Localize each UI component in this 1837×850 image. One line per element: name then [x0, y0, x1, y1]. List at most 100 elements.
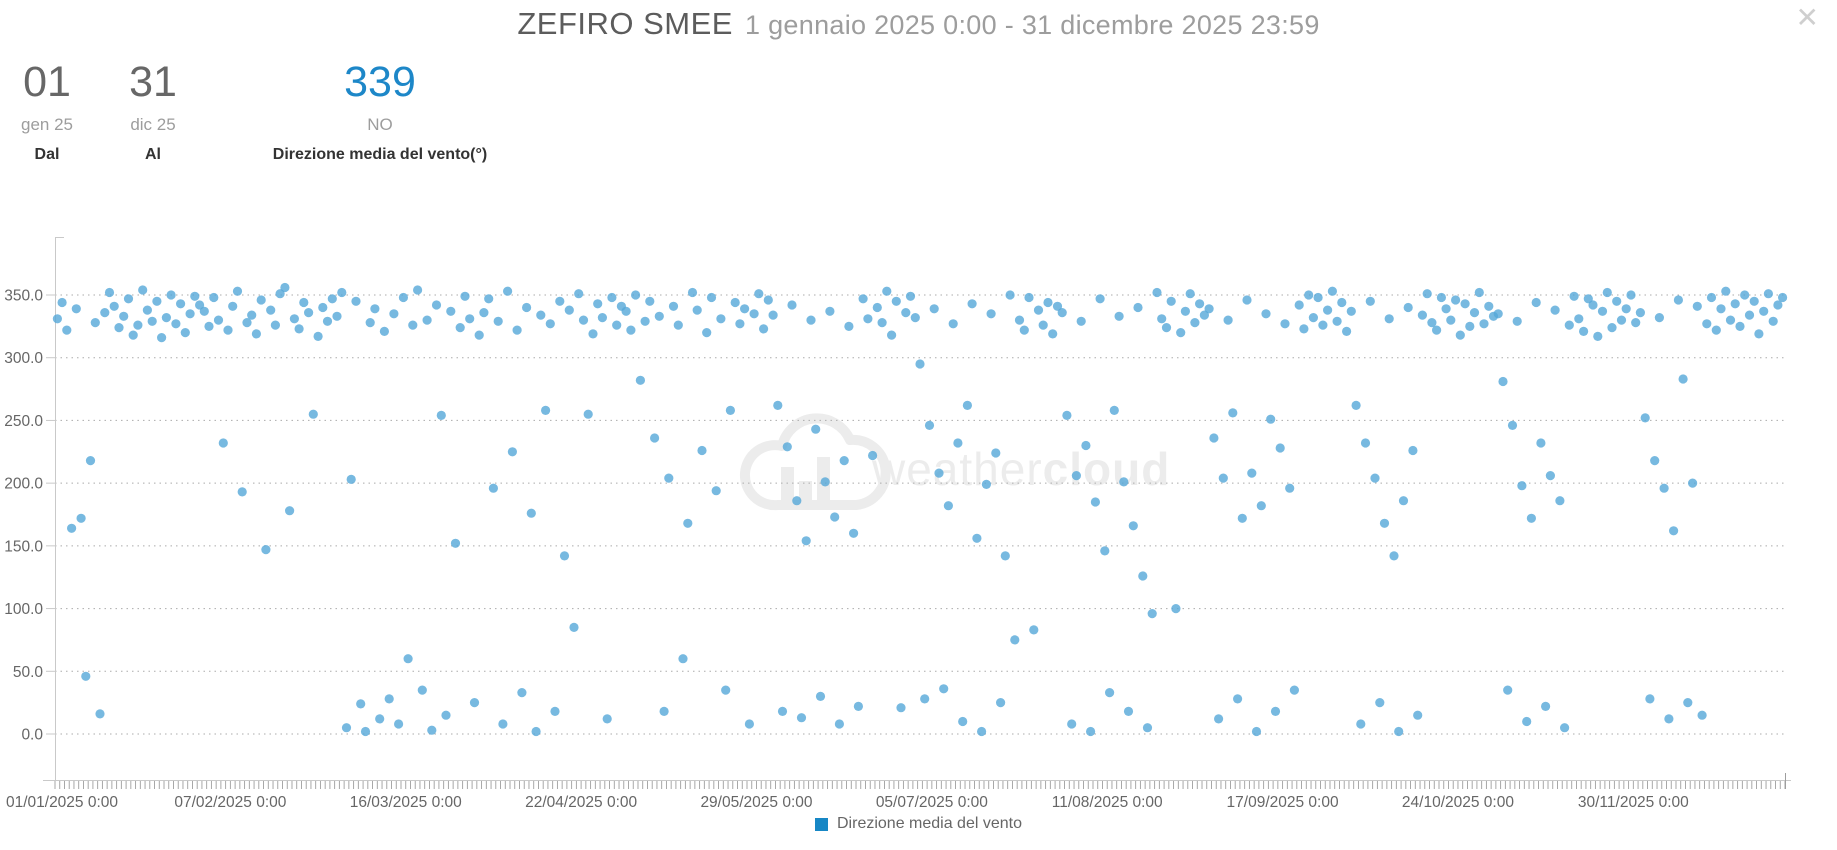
data-point [834, 719, 845, 729]
data-point [1678, 374, 1688, 384]
data-point [450, 538, 461, 548]
data-point [479, 308, 489, 318]
data-point [474, 330, 484, 340]
data-point [455, 323, 465, 333]
data-point [1346, 306, 1356, 316]
data-point [1432, 325, 1442, 335]
data-point [313, 331, 323, 341]
data-point [346, 474, 356, 484]
data-point [1398, 496, 1409, 506]
data-point [90, 318, 100, 328]
data-point [1413, 710, 1423, 720]
data-point [1199, 310, 1209, 320]
data-point [223, 325, 233, 335]
data-point [578, 315, 589, 325]
data-point [280, 282, 290, 293]
scatter-chart: weathercloud 0.0 50.0 100.0 150.0 200.0 250.0 3… [0, 195, 1837, 845]
data-point [1209, 433, 1219, 443]
data-point [948, 319, 958, 329]
data-point [1503, 685, 1513, 695]
data-point [1616, 315, 1627, 325]
data-point [1702, 319, 1712, 329]
data-point [564, 305, 574, 315]
data-point [337, 287, 347, 298]
data-point [1593, 331, 1603, 341]
data-point [1541, 701, 1551, 711]
data-point [910, 313, 920, 323]
data-point [996, 698, 1006, 708]
watermark: weathercloud [739, 413, 1169, 511]
data-point [1223, 315, 1233, 325]
data-point [645, 296, 655, 306]
data-point [683, 518, 693, 528]
data-point [62, 325, 72, 335]
data-point [1010, 635, 1020, 645]
data-point [697, 445, 707, 456]
data-point [422, 315, 432, 325]
x-axis-tick-label: 22/04/2025 0:00 [525, 794, 637, 811]
data-point [569, 622, 579, 632]
data-point [1100, 546, 1110, 556]
data-point [1403, 302, 1413, 313]
data-point [1536, 438, 1546, 448]
data-point [967, 299, 977, 309]
data-point [104, 287, 115, 298]
to-month-value: dic 25 [130, 115, 176, 134]
data-point [152, 296, 162, 306]
data-point [228, 301, 238, 311]
data-point [294, 324, 304, 334]
data-point [1531, 297, 1541, 308]
data-point [522, 302, 532, 313]
data-point [787, 300, 797, 310]
data-point [844, 321, 854, 331]
data-point [1768, 316, 1778, 326]
data-point [1716, 304, 1726, 314]
data-point [403, 654, 413, 664]
data-point [1289, 685, 1299, 695]
data-point [1683, 698, 1693, 708]
data-point [962, 400, 973, 410]
data-point [668, 301, 679, 311]
data-point [119, 311, 129, 321]
data-point [559, 551, 570, 561]
data-point [95, 709, 105, 719]
data-point [1123, 706, 1134, 716]
data-point [1062, 410, 1072, 420]
data-point [635, 375, 646, 385]
to-day-value[interactable]: 31 [129, 58, 177, 106]
legend-item-wind-direction[interactable]: Direzione media del vento [0, 815, 1837, 833]
data-point [356, 699, 366, 709]
data-point [261, 545, 271, 555]
data-point [1275, 443, 1285, 453]
close-icon[interactable]: ✕ [1795, 2, 1819, 33]
data-point [1522, 716, 1532, 727]
data-point [436, 410, 446, 420]
data-point [1479, 319, 1489, 329]
data-point [503, 286, 513, 296]
data-point [52, 314, 63, 324]
data-point [1427, 318, 1437, 328]
data-point [1237, 513, 1247, 523]
y-axis-tick-label: 100.0 [4, 601, 43, 618]
data-point [100, 308, 110, 318]
data-point [1446, 315, 1456, 325]
data-point [1635, 308, 1645, 318]
data-point [659, 706, 669, 716]
data-point [1763, 289, 1773, 299]
data-point [896, 703, 906, 713]
data-point [1370, 473, 1380, 483]
data-point [1631, 318, 1641, 328]
x-axis-tick-label: 30/11/2025 0:00 [1578, 794, 1689, 811]
data-point [360, 726, 371, 737]
data-point [887, 330, 897, 340]
data-point [986, 309, 996, 319]
data-point [180, 328, 190, 338]
data-point [1469, 308, 1480, 318]
data-point [123, 294, 134, 304]
data-point [1360, 438, 1371, 448]
data-point [1773, 300, 1783, 310]
data-point [901, 308, 911, 318]
data-point [1147, 609, 1157, 619]
data-point [1706, 292, 1717, 303]
from-day-value[interactable]: 01 [23, 58, 71, 106]
